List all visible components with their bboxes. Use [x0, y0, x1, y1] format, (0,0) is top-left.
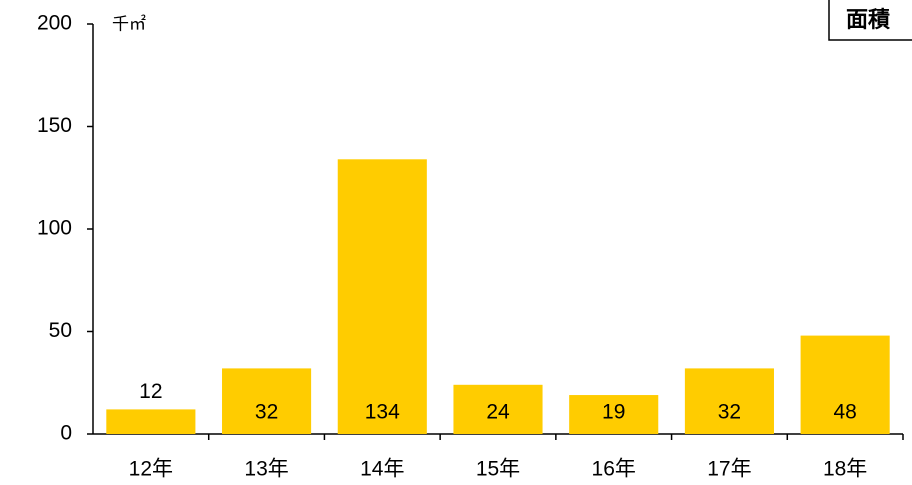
x-tick-label: 12年 — [129, 458, 173, 481]
y-axis-label: 千㎡ — [112, 14, 146, 33]
y-tick-label: 100 — [37, 217, 72, 240]
data-label: 32 — [718, 401, 741, 424]
bar — [684, 368, 774, 434]
bar — [800, 335, 890, 434]
bar — [222, 368, 312, 434]
bar — [106, 409, 196, 434]
y-tick-label: 50 — [49, 319, 72, 342]
x-tick-label: 18年 — [823, 458, 867, 481]
legend-box — [828, 0, 912, 41]
data-label: 48 — [833, 401, 856, 424]
legend-label: 面積 — [846, 7, 891, 32]
bar — [453, 384, 543, 434]
y-tick-label: 0 — [60, 422, 72, 445]
data-label: 12 — [139, 380, 162, 403]
y-tick-label: 150 — [37, 114, 72, 137]
x-tick-label: 17年 — [707, 458, 751, 481]
x-tick-label: 16年 — [592, 458, 636, 481]
bar — [569, 395, 659, 434]
data-label: 134 — [365, 401, 400, 424]
x-tick-label: 14年 — [360, 458, 404, 481]
bar — [337, 159, 427, 435]
x-tick-label: 15年 — [476, 458, 520, 481]
data-label: 19 — [602, 401, 625, 424]
data-label: 32 — [255, 401, 278, 424]
data-label: 24 — [486, 401, 510, 424]
y-tick-label: 200 — [37, 12, 72, 35]
x-tick-label: 13年 — [244, 458, 288, 481]
